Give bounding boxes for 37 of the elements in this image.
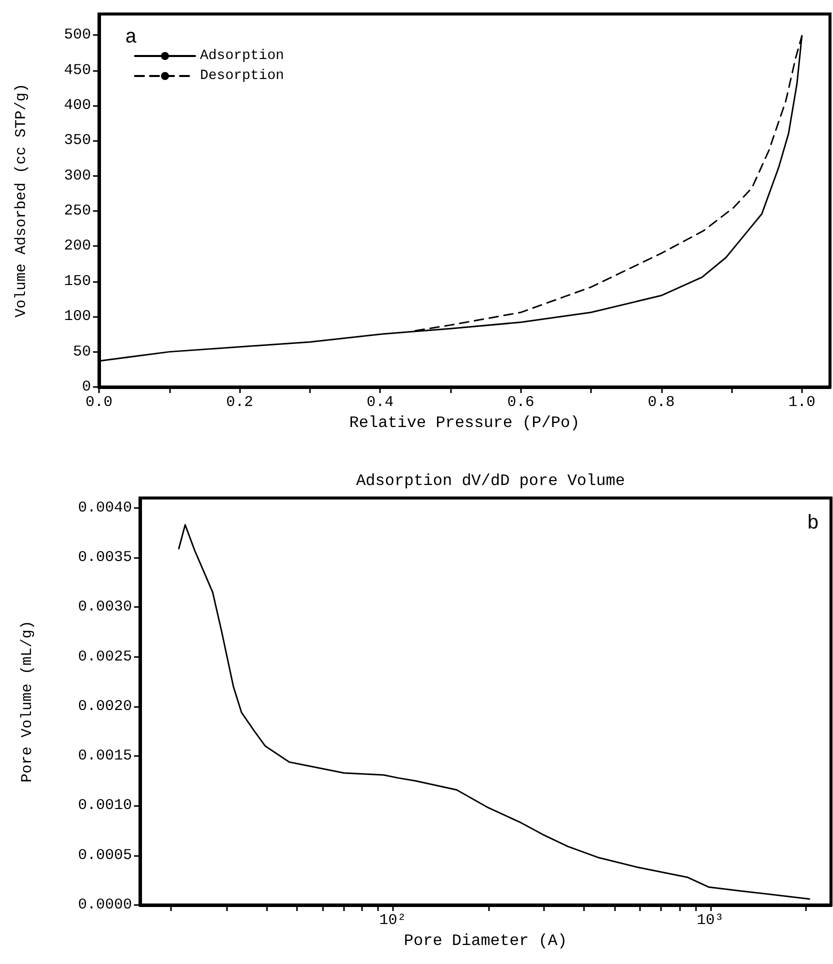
- y-tick-label: 0.0025: [78, 648, 132, 666]
- y-tick-label: 150: [64, 272, 91, 290]
- y-tick-label: 0.0000: [78, 896, 132, 914]
- annotation: a: [125, 26, 138, 50]
- y-tick-label: 0.0010: [78, 797, 132, 814]
- x-tick-label: 10²: [379, 912, 406, 929]
- y-tick-label: 0.0015: [78, 748, 132, 765]
- chart-title: Adsorption dV/dD pore Volume: [356, 472, 625, 490]
- y-tick-label: 500: [64, 26, 91, 44]
- y-tick-label: 0.0005: [78, 846, 132, 864]
- y-tick-label: 350: [64, 132, 91, 150]
- y-tick-label: 0: [82, 378, 91, 396]
- y-tick-label: 0.0040: [78, 499, 132, 516]
- x-tick-label: 0.6: [507, 394, 534, 411]
- x-axis-title: Relative Pressure (P/Po): [349, 414, 580, 432]
- legend-label: Desorption: [200, 68, 284, 84]
- y-tick-label: 0.0020: [78, 698, 132, 715]
- y-tick-label: 200: [64, 238, 91, 255]
- y-tick-label: 50: [72, 343, 91, 360]
- y-tick-label: 300: [64, 167, 91, 184]
- x-tick-label: 1.0: [788, 394, 816, 411]
- y-axis-title: Pore Volume (mL/g): [19, 620, 36, 783]
- y-tick-label: 400: [64, 96, 91, 114]
- x-tick-label: 0.0: [85, 394, 113, 411]
- x-tick-label: 0.2: [226, 394, 254, 411]
- x-tick-label: 0.4: [366, 394, 394, 411]
- y-tick-label: 0.0035: [78, 549, 132, 566]
- y-tick-label: 450: [64, 62, 91, 79]
- y-axis-title: Volume Adsorbed (cc STP/g): [13, 83, 30, 318]
- x-axis-title: Pore Diameter (A): [404, 932, 568, 950]
- legend-label: Adsorption: [200, 48, 284, 64]
- x-tick-label: 10³: [696, 912, 724, 929]
- y-tick-label: 250: [64, 202, 91, 220]
- annotation: b: [807, 512, 820, 536]
- x-tick-label: 0.8: [648, 394, 675, 411]
- y-tick-label: 0.0030: [78, 598, 132, 616]
- y-tick-label: 100: [64, 308, 91, 326]
